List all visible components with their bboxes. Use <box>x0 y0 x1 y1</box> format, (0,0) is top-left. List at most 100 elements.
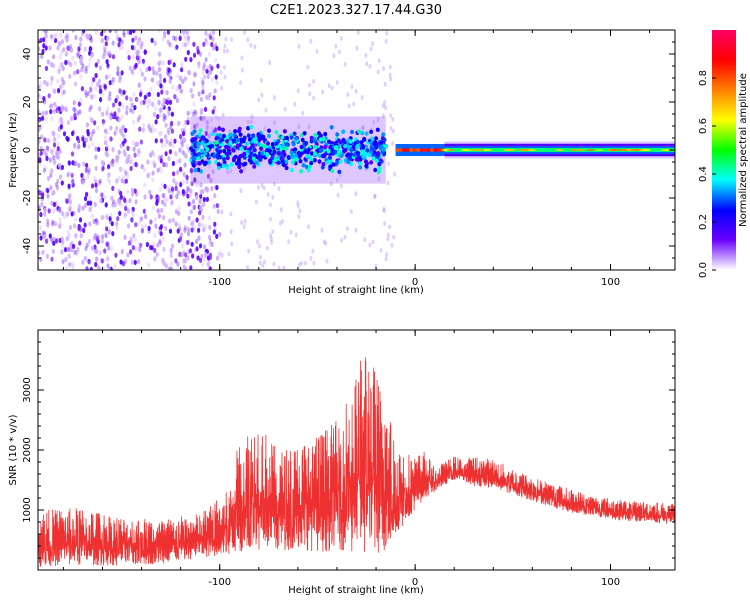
heatmap-cell <box>111 147 115 153</box>
heatmap-cell <box>309 139 314 144</box>
heatmap-cell <box>159 158 163 164</box>
heatmap-cell <box>173 94 178 100</box>
heatmap-cell <box>243 219 247 224</box>
heatmap-cell <box>243 30 246 35</box>
heatmap-cell <box>118 101 122 107</box>
heatmap-cell <box>94 146 98 152</box>
heatmap-cell <box>156 167 160 173</box>
heatmap-cell <box>270 236 273 242</box>
heatmap-cell <box>175 44 179 50</box>
heatmap-cell <box>258 260 262 266</box>
heatmap-cell <box>56 178 60 184</box>
heatmap-cell <box>336 192 340 198</box>
heatmap-cell <box>209 117 214 123</box>
heatmap-cell <box>225 155 230 161</box>
heatmap-cell <box>38 118 41 124</box>
heatmap-cell <box>375 127 380 132</box>
heatmap-cell <box>301 163 306 168</box>
heatmap-cell <box>176 189 180 196</box>
heatmap-cell <box>216 150 221 155</box>
heatmap-cell <box>405 148 410 152</box>
heatmap-cell <box>186 116 190 122</box>
heatmap-cell <box>134 199 138 205</box>
heatmap-cell <box>132 92 136 98</box>
heatmap-cell <box>242 135 247 140</box>
heatmap-cell <box>123 151 127 157</box>
heatmap-cell <box>199 115 203 121</box>
heatmap-cell <box>382 206 386 212</box>
heatmap-cell <box>60 39 64 45</box>
heatmap-cell <box>376 151 381 156</box>
heatmap-cell <box>154 195 158 201</box>
heatmap-cell <box>111 202 115 208</box>
heatmap-cell <box>257 97 261 103</box>
heatmap-cell <box>164 151 168 157</box>
heatmap-cell <box>151 177 155 183</box>
heatmap-cell <box>143 76 147 82</box>
heatmap-cell <box>49 109 53 115</box>
heatmap-cell <box>105 146 109 152</box>
heatmap-cell <box>147 262 151 268</box>
heatmap-cell <box>100 192 104 198</box>
heatmap-cell <box>89 136 93 142</box>
heatmap-cell <box>134 161 138 168</box>
heatmap-cell <box>48 45 52 51</box>
spectrogram-x-label: Height of straight line (km) <box>288 285 424 296</box>
heatmap-cell <box>284 159 289 164</box>
heatmap-cell <box>98 84 102 90</box>
heatmap-cell <box>60 91 64 97</box>
heatmap-cell <box>157 195 161 201</box>
heatmap-cell <box>268 148 272 154</box>
heatmap-cell <box>199 204 203 211</box>
heatmap-cell <box>127 240 131 246</box>
heatmap-cell <box>77 143 81 149</box>
heatmap-cell <box>224 36 228 42</box>
heatmap-cell <box>260 77 263 83</box>
heatmap-cell <box>67 253 71 259</box>
heatmap-cell <box>115 112 119 118</box>
heatmap-cell <box>186 255 190 261</box>
heatmap-cell <box>38 116 42 123</box>
heatmap-cell <box>108 216 112 222</box>
heatmap-cell <box>191 162 196 168</box>
heatmap-cell <box>219 70 223 75</box>
heatmap-cell <box>54 37 58 44</box>
heatmap-cell <box>77 162 81 168</box>
heatmap-cell <box>207 215 211 221</box>
heatmap-cell <box>280 135 285 140</box>
heatmap-cell <box>332 53 336 59</box>
heatmap-cell <box>46 146 50 152</box>
heatmap-cell <box>248 154 253 159</box>
heatmap-cell <box>352 101 355 107</box>
heatmap-cell <box>361 154 366 159</box>
heatmap-cell <box>68 73 72 80</box>
heatmap-cell <box>71 243 76 249</box>
heatmap-cell <box>100 37 105 44</box>
heatmap-cell <box>197 235 201 241</box>
heatmap-cell <box>586 149 595 151</box>
heatmap-cell <box>64 107 68 113</box>
heatmap-cell <box>90 80 94 86</box>
heatmap-cell <box>325 258 329 264</box>
heatmap-cell <box>174 185 178 191</box>
heatmap-cell <box>381 132 386 137</box>
heatmap-cell <box>169 252 173 259</box>
heatmap-cell <box>144 213 148 220</box>
heatmap-cell <box>222 148 227 154</box>
heatmap-cell <box>147 225 151 231</box>
heatmap-cell <box>186 119 190 126</box>
heatmap-cell <box>153 247 157 253</box>
heatmap-cell <box>335 80 339 85</box>
heatmap-cell <box>105 226 109 232</box>
heatmap-cell <box>178 158 182 164</box>
heatmap-cell <box>146 172 150 178</box>
heatmap-cell <box>52 201 57 208</box>
heatmap-cell <box>228 140 233 145</box>
heatmap-cell <box>369 146 374 152</box>
heatmap-cell <box>377 58 381 63</box>
heatmap-cell <box>258 157 263 162</box>
heatmap-cell <box>64 35 68 41</box>
heatmap-cell <box>76 110 80 116</box>
heatmap-cell <box>163 183 167 189</box>
heatmap-cell <box>299 144 304 150</box>
